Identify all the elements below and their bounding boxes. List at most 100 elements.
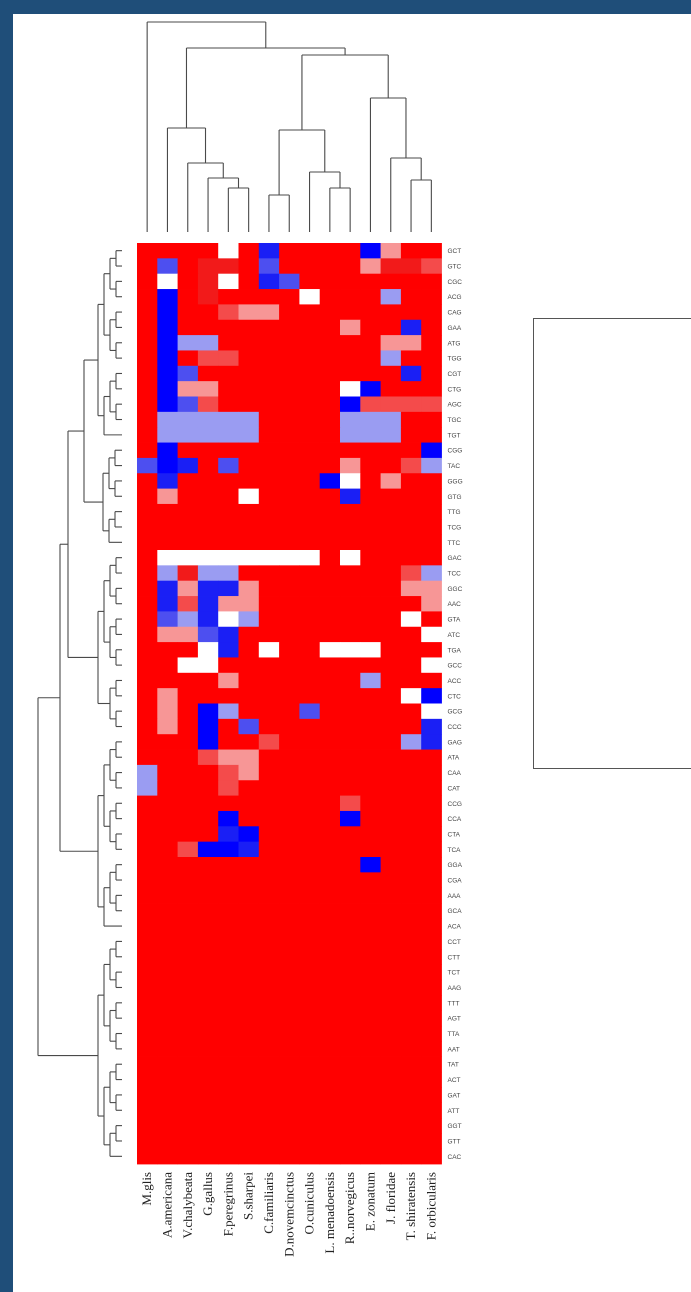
heatmap-cell (177, 949, 199, 965)
row-label: CTC (448, 693, 462, 700)
heatmap-cell (421, 642, 442, 658)
heatmap-cell (258, 565, 280, 582)
heatmap-cell (157, 550, 178, 566)
heatmap-cell (380, 289, 402, 305)
heatmap-cell (279, 995, 300, 1011)
heatmap-cell (197, 335, 219, 351)
heatmap-cell (360, 1056, 381, 1073)
heatmap-cell (380, 519, 402, 536)
heatmap-cell (177, 826, 199, 843)
heatmap-cell (340, 396, 361, 413)
row-label: TAT (448, 1062, 459, 1069)
heatmap-cell (319, 995, 341, 1011)
heatmap-cell (360, 1041, 381, 1057)
heatmap-cell (360, 304, 381, 321)
heatmap-cell (299, 427, 321, 443)
heatmap-cell (340, 841, 361, 858)
heatmap-cell (400, 335, 422, 351)
heatmap-cell (279, 979, 300, 996)
heatmap-cell (340, 887, 361, 904)
heatmap-cell (319, 841, 341, 858)
heatmap-cell (157, 457, 178, 474)
heatmap-cell (197, 872, 219, 889)
heatmap-cell (177, 995, 199, 1011)
heatmap-cell (299, 488, 321, 505)
heatmap-cell (258, 764, 280, 781)
heatmap-cell (238, 611, 260, 628)
heatmap-cell (218, 857, 239, 873)
heatmap-cell (258, 442, 280, 459)
heatmap-cell (319, 672, 341, 689)
heatmap-cell (279, 1133, 300, 1150)
heatmap-cell (197, 519, 219, 536)
heatmap-cell (177, 580, 199, 597)
heatmap-cell (360, 918, 381, 935)
heatmap-cell (400, 857, 422, 873)
heatmap-cell (258, 319, 280, 336)
heatmap-cell (299, 289, 321, 305)
heatmap-cell (319, 1148, 341, 1165)
heatmap-cell (279, 749, 300, 766)
row-label: GAA (448, 325, 462, 332)
heatmap-cell (319, 749, 341, 766)
heatmap-cell (218, 596, 239, 612)
heatmap-cell (299, 580, 321, 597)
heatmap-cell (137, 411, 158, 428)
heatmap-cell (177, 273, 199, 290)
row-label: GCG (448, 709, 463, 716)
heatmap-cell (238, 703, 260, 720)
heatmap-cell (137, 841, 158, 858)
heatmap-cell (340, 580, 361, 597)
heatmap-cell (360, 903, 381, 919)
heatmap-cell (137, 918, 158, 935)
heatmap-cell (197, 488, 219, 505)
heatmap-cell (238, 810, 260, 827)
heatmap-cell (197, 1071, 219, 1088)
heatmap-cell (197, 1041, 219, 1057)
heatmap-cell (177, 1087, 199, 1103)
heatmap-cell (279, 319, 300, 336)
heatmap-cell (238, 780, 260, 796)
heatmap-cell (258, 626, 280, 643)
heatmap-cell (258, 1071, 280, 1088)
heatmap-cell (299, 933, 321, 950)
heatmap-cell (137, 258, 158, 275)
heatmap-cell (340, 964, 361, 981)
heatmap-cell (137, 565, 158, 582)
heatmap-cell (279, 1071, 300, 1088)
heatmap-cell (340, 1087, 361, 1103)
heatmap-cell (157, 565, 178, 582)
heatmap-cell (421, 1087, 442, 1103)
heatmap-cell (380, 1117, 402, 1134)
heatmap-cell (279, 672, 300, 689)
row-label: AAT (448, 1046, 460, 1053)
heatmap-cell (177, 611, 199, 628)
heatmap-cell (319, 642, 341, 658)
heatmap-cell (258, 949, 280, 965)
heatmap-cell (340, 1041, 361, 1057)
heatmap-cell (197, 243, 219, 259)
heatmap-cell (157, 580, 178, 597)
row-label: ATT (448, 1108, 460, 1115)
heatmap-cell (360, 826, 381, 843)
heatmap-cell (218, 611, 239, 628)
heatmap-cell (157, 642, 178, 658)
heatmap-cell (380, 764, 402, 781)
heatmap-cell (238, 718, 260, 735)
heatmap-cell (360, 749, 381, 766)
heatmap-cell (177, 519, 199, 536)
heatmap-cell (380, 626, 402, 643)
heatmap-cell (299, 718, 321, 735)
heatmap-cell (340, 933, 361, 950)
heatmap-cell (258, 611, 280, 628)
heatmap-cell (279, 887, 300, 904)
heatmap-cell (400, 810, 422, 827)
heatmap-cell (218, 1071, 239, 1088)
heatmap-cell (400, 672, 422, 689)
heatmap-cell (279, 580, 300, 597)
heatmap-cell (258, 688, 280, 704)
heatmap-cell (299, 1117, 321, 1134)
heatmap-cell (218, 841, 239, 858)
heatmap-cell (177, 672, 199, 689)
heatmap-cell (279, 350, 300, 367)
